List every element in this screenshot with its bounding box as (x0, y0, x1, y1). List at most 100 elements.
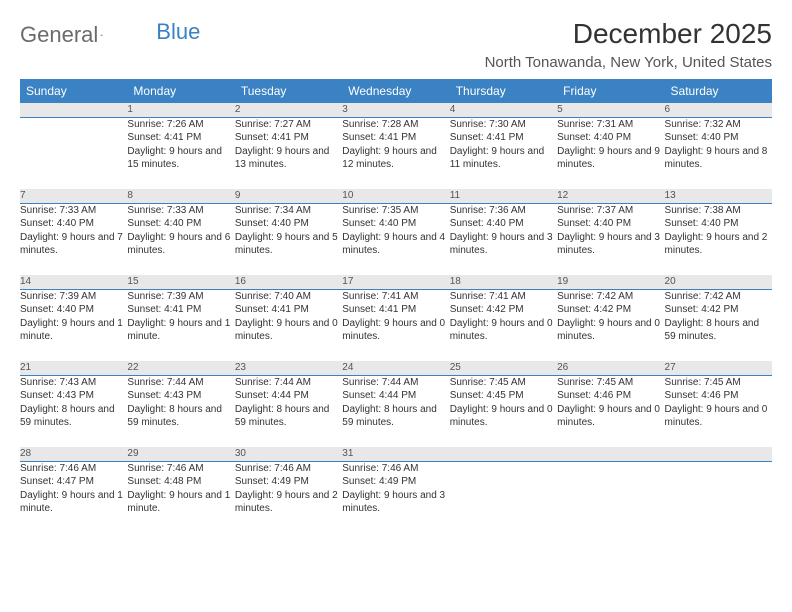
day-number-cell: 28 (20, 447, 127, 461)
day-number-cell (450, 447, 557, 461)
sunrise-text: Sunrise: 7:46 AM (342, 462, 449, 476)
day-number-cell: 8 (127, 189, 234, 203)
sunrise-text: Sunrise: 7:34 AM (235, 204, 342, 218)
daylight-text: Daylight: 9 hours and 0 minutes. (665, 403, 772, 430)
daylight-text: Daylight: 9 hours and 9 minutes. (557, 145, 664, 172)
sunrise-text: Sunrise: 7:33 AM (20, 204, 127, 218)
day-cell (450, 461, 557, 533)
day-cell: Sunrise: 7:26 AMSunset: 4:41 PMDaylight:… (127, 117, 234, 189)
sunrise-text: Sunrise: 7:30 AM (450, 118, 557, 132)
day-cell: Sunrise: 7:46 AMSunset: 4:47 PMDaylight:… (20, 461, 127, 533)
sunrise-text: Sunrise: 7:44 AM (127, 376, 234, 390)
daylight-text: Daylight: 9 hours and 0 minutes. (450, 317, 557, 344)
sunrise-text: Sunrise: 7:37 AM (557, 204, 664, 218)
daylight-text: Daylight: 9 hours and 13 minutes. (235, 145, 342, 172)
day-cell: Sunrise: 7:33 AMSunset: 4:40 PMDaylight:… (20, 203, 127, 275)
day-number-cell: 1 (127, 103, 234, 117)
logo-sail-icon (100, 26, 103, 44)
daylight-text: Daylight: 9 hours and 2 minutes. (235, 489, 342, 516)
weekday-header: Sunday (20, 79, 127, 103)
day-content-row: Sunrise: 7:33 AMSunset: 4:40 PMDaylight:… (20, 203, 772, 275)
day-number-cell (557, 447, 664, 461)
sunset-text: Sunset: 4:43 PM (127, 389, 234, 403)
sunrise-text: Sunrise: 7:41 AM (342, 290, 449, 304)
day-cell: Sunrise: 7:46 AMSunset: 4:49 PMDaylight:… (342, 461, 449, 533)
sunset-text: Sunset: 4:47 PM (20, 475, 127, 489)
day-number-cell: 20 (665, 275, 772, 289)
day-number-cell: 26 (557, 361, 664, 375)
day-cell (665, 461, 772, 533)
calendar-table: Sunday Monday Tuesday Wednesday Thursday… (20, 79, 772, 533)
sunrise-text: Sunrise: 7:45 AM (450, 376, 557, 390)
daylight-text: Daylight: 9 hours and 0 minutes. (342, 317, 449, 344)
logo-text-blue: Blue (156, 19, 200, 45)
daylight-text: Daylight: 9 hours and 0 minutes. (557, 403, 664, 430)
day-number-cell: 9 (235, 189, 342, 203)
day-cell: Sunrise: 7:44 AMSunset: 4:44 PMDaylight:… (235, 375, 342, 447)
sunrise-text: Sunrise: 7:32 AM (665, 118, 772, 132)
sunrise-text: Sunrise: 7:39 AM (20, 290, 127, 304)
day-number-cell: 24 (342, 361, 449, 375)
day-cell: Sunrise: 7:46 AMSunset: 4:49 PMDaylight:… (235, 461, 342, 533)
daylight-text: Daylight: 9 hours and 1 minute. (20, 317, 127, 344)
daylight-text: Daylight: 9 hours and 0 minutes. (235, 317, 342, 344)
day-number-cell: 30 (235, 447, 342, 461)
sunrise-text: Sunrise: 7:33 AM (127, 204, 234, 218)
sunset-text: Sunset: 4:42 PM (557, 303, 664, 317)
sunrise-text: Sunrise: 7:44 AM (235, 376, 342, 390)
day-content-row: Sunrise: 7:39 AMSunset: 4:40 PMDaylight:… (20, 289, 772, 361)
day-number-cell: 22 (127, 361, 234, 375)
sunset-text: Sunset: 4:40 PM (342, 217, 449, 231)
daylight-text: Daylight: 9 hours and 3 minutes. (342, 489, 449, 516)
daylight-text: Daylight: 9 hours and 1 minute. (127, 489, 234, 516)
sunset-text: Sunset: 4:41 PM (450, 131, 557, 145)
day-cell: Sunrise: 7:36 AMSunset: 4:40 PMDaylight:… (450, 203, 557, 275)
day-number-cell: 10 (342, 189, 449, 203)
day-cell: Sunrise: 7:32 AMSunset: 4:40 PMDaylight:… (665, 117, 772, 189)
sunset-text: Sunset: 4:40 PM (20, 303, 127, 317)
sunset-text: Sunset: 4:40 PM (20, 217, 127, 231)
day-number-cell: 27 (665, 361, 772, 375)
day-cell: Sunrise: 7:41 AMSunset: 4:41 PMDaylight:… (342, 289, 449, 361)
sunset-text: Sunset: 4:43 PM (20, 389, 127, 403)
day-cell: Sunrise: 7:31 AMSunset: 4:40 PMDaylight:… (557, 117, 664, 189)
day-number-row: 123456 (20, 103, 772, 117)
sunset-text: Sunset: 4:49 PM (342, 475, 449, 489)
day-cell: Sunrise: 7:44 AMSunset: 4:43 PMDaylight:… (127, 375, 234, 447)
sunrise-text: Sunrise: 7:31 AM (557, 118, 664, 132)
sunset-text: Sunset: 4:40 PM (127, 217, 234, 231)
day-cell: Sunrise: 7:44 AMSunset: 4:44 PMDaylight:… (342, 375, 449, 447)
daylight-text: Daylight: 9 hours and 0 minutes. (450, 403, 557, 430)
daylight-text: Daylight: 8 hours and 59 minutes. (342, 403, 449, 430)
sunset-text: Sunset: 4:41 PM (127, 131, 234, 145)
sunset-text: Sunset: 4:40 PM (557, 131, 664, 145)
daylight-text: Daylight: 8 hours and 59 minutes. (665, 317, 772, 344)
day-number-cell: 7 (20, 189, 127, 203)
day-number-cell: 5 (557, 103, 664, 117)
sunrise-text: Sunrise: 7:38 AM (665, 204, 772, 218)
day-number-cell (20, 103, 127, 117)
sunset-text: Sunset: 4:40 PM (665, 131, 772, 145)
sunset-text: Sunset: 4:40 PM (557, 217, 664, 231)
title-block: December 2025 North Tonawanda, New York,… (485, 18, 772, 71)
day-number-cell: 29 (127, 447, 234, 461)
day-cell: Sunrise: 7:35 AMSunset: 4:40 PMDaylight:… (342, 203, 449, 275)
day-cell: Sunrise: 7:38 AMSunset: 4:40 PMDaylight:… (665, 203, 772, 275)
sunset-text: Sunset: 4:41 PM (342, 303, 449, 317)
daylight-text: Daylight: 9 hours and 1 minute. (127, 317, 234, 344)
weekday-header: Thursday (450, 79, 557, 103)
sunset-text: Sunset: 4:40 PM (665, 217, 772, 231)
day-cell: Sunrise: 7:33 AMSunset: 4:40 PMDaylight:… (127, 203, 234, 275)
day-number-cell: 12 (557, 189, 664, 203)
day-number-cell: 19 (557, 275, 664, 289)
sunrise-text: Sunrise: 7:43 AM (20, 376, 127, 390)
day-number-cell: 17 (342, 275, 449, 289)
sunrise-text: Sunrise: 7:42 AM (557, 290, 664, 304)
daylight-text: Daylight: 9 hours and 15 minutes. (127, 145, 234, 172)
day-number-cell: 15 (127, 275, 234, 289)
header: General Blue December 2025 North Tonawan… (20, 18, 772, 71)
sunrise-text: Sunrise: 7:45 AM (665, 376, 772, 390)
sunset-text: Sunset: 4:45 PM (450, 389, 557, 403)
day-number-row: 21222324252627 (20, 361, 772, 375)
weekday-header: Saturday (665, 79, 772, 103)
